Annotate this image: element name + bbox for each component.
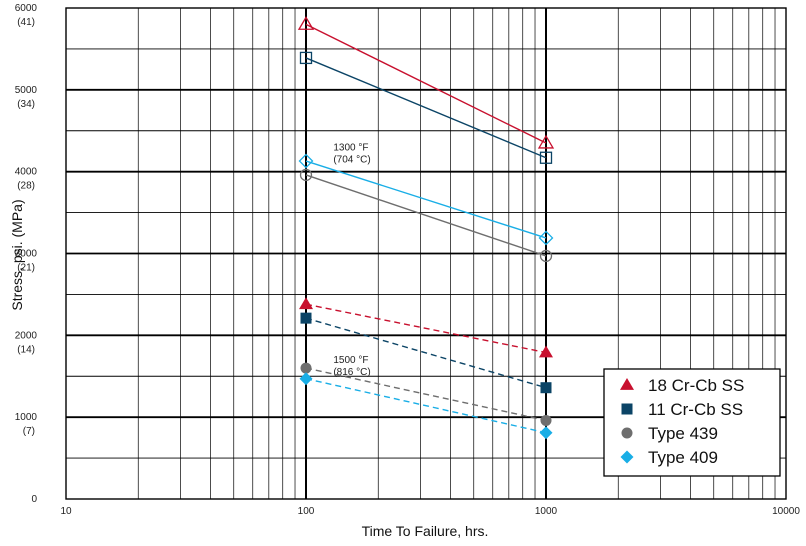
legend-marker-circle-icon (621, 427, 633, 439)
y-tick-sublabel: (41) (17, 17, 35, 28)
y-tick-label: 4000 (15, 167, 38, 178)
y-tick-label: 0 (31, 494, 37, 505)
y-tick-sublabel: (34) (17, 99, 35, 110)
series-line-1300f (305, 23, 547, 144)
y-tick-label: 1000 (15, 412, 38, 423)
legend-entry: 18 Cr-Cb SS (648, 376, 744, 395)
legend-box (603, 368, 781, 477)
series-line-1500f (305, 317, 547, 389)
data-point-1300f (298, 153, 314, 169)
series-line-1300f (305, 174, 547, 257)
legend-marker-square-icon (621, 403, 633, 415)
grid (66, 8, 786, 499)
data-point-1500f (540, 414, 552, 426)
y-tick-label: 6000 (15, 3, 38, 14)
series-line-1300f (305, 160, 547, 239)
legend-marker-triangle-icon (620, 378, 634, 390)
data-series (297, 16, 555, 440)
data-point-1500f (299, 372, 313, 386)
y-tick-sublabel: (7) (23, 426, 35, 437)
y-tick-label: 3000 (15, 249, 38, 260)
data-point-1500f (300, 362, 312, 374)
data-point-1300f (539, 249, 553, 263)
legend: 18 Cr-Cb SS 11 Cr-Cb SS Type 439 Type 409 (603, 368, 781, 477)
legend-entry: 11 Cr-Cb SS (648, 400, 743, 419)
temperature-label: (816 °C) (333, 367, 370, 378)
y-axis-title: Stress, psi. (MPa) (9, 199, 25, 310)
series-line-1300f (305, 57, 547, 159)
data-point-1500f (539, 426, 553, 440)
x-tick-label: 1000 (535, 506, 558, 517)
data-point-1300f (537, 134, 555, 149)
temperature-label: 1300 °F (333, 142, 368, 153)
data-point-1300f (297, 16, 315, 30)
legend-marker-diamond-icon (620, 450, 634, 464)
tick-labels: 10 100 1000 10000 0 1000 (7) 2000 (14) 3000 (21) 40… (15, 3, 801, 517)
x-tick-label: 10000 (772, 506, 800, 517)
data-point-1300f (539, 151, 553, 164)
series-line-1500f (305, 367, 547, 422)
temperature-label: 1500 °F (333, 355, 368, 366)
x-tick-label: 100 (298, 506, 315, 517)
data-point-1300f (299, 168, 313, 182)
series-line-1500f (305, 378, 547, 434)
data-point-1300f (299, 51, 313, 65)
y-tick-sublabel: (21) (17, 263, 35, 274)
legend-entry: Type 439 (648, 424, 718, 443)
data-point-1500f (539, 345, 553, 358)
data-point-1300f (538, 230, 554, 246)
data-point-1500f (300, 312, 312, 324)
y-tick-sublabel: (14) (17, 344, 35, 355)
data-point-1500f (540, 382, 552, 394)
x-axis-title: Time To Failure, hrs. (362, 523, 489, 539)
y-tick-label: 5000 (15, 85, 38, 96)
x-tick-label: 10 (60, 506, 72, 517)
temperature-label: (704 °C) (333, 154, 370, 165)
y-tick-label: 2000 (15, 330, 38, 341)
temperature-annotations: 1300 °F(704 °C) 1500 °F(816 °C) (333, 142, 370, 378)
legend-entry: Type 409 (648, 448, 718, 467)
data-point-1500f (299, 297, 313, 310)
y-tick-sublabel: (28) (17, 181, 35, 192)
series-line-1500f (305, 303, 547, 354)
